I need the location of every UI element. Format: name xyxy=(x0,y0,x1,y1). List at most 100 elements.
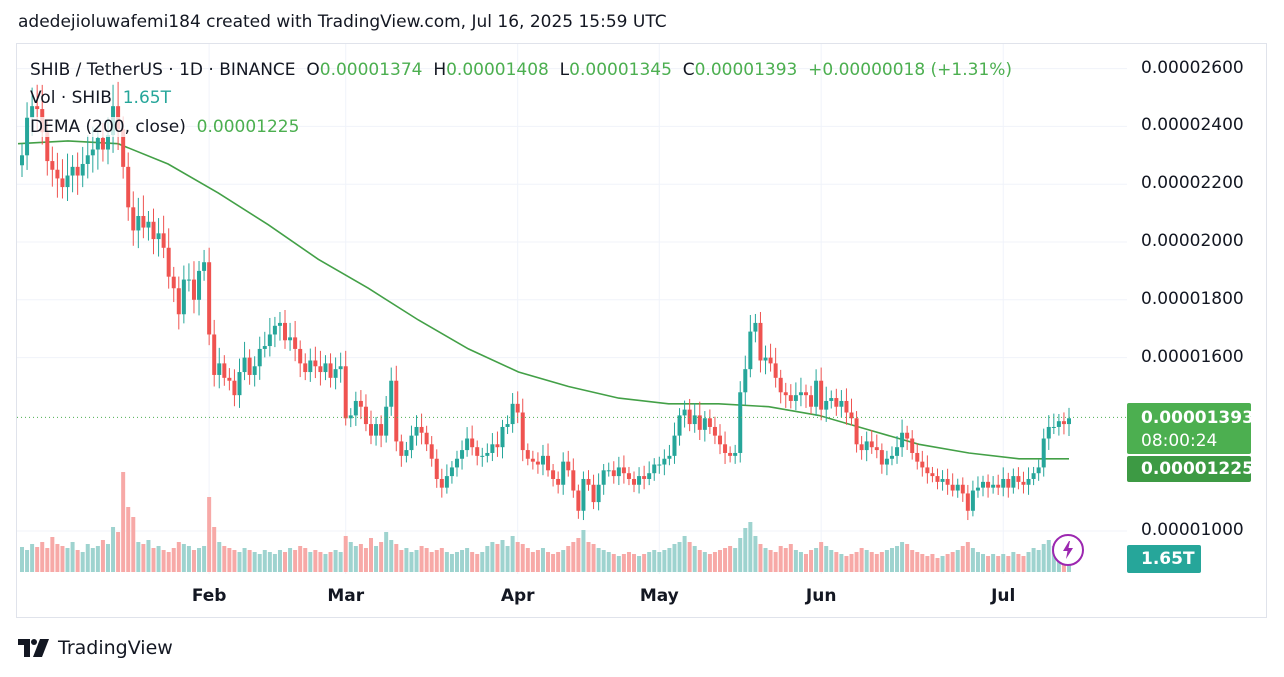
candle-body xyxy=(1067,418,1071,425)
candle-body xyxy=(1056,421,1061,427)
volume-bar xyxy=(520,544,525,572)
volume-bar xyxy=(449,554,454,572)
volume-bar xyxy=(363,548,368,572)
candle-body xyxy=(642,476,647,479)
volume-bar xyxy=(267,552,272,572)
candle-body xyxy=(267,334,272,347)
candle-body xyxy=(252,366,257,375)
candle-body xyxy=(444,476,449,488)
y-tick-label: 0.00002400 xyxy=(1141,115,1244,136)
volume-bar xyxy=(505,546,510,572)
candle-body xyxy=(733,452,738,456)
bar-countdown: 08:00:24 xyxy=(1141,431,1218,451)
volume-bar xyxy=(389,540,394,572)
dema-label[interactable]: DEMA (200, close) xyxy=(30,117,186,137)
volume-bar xyxy=(475,554,480,572)
candle-body xyxy=(1041,438,1046,468)
candle-body xyxy=(384,406,389,436)
candle-body xyxy=(454,458,459,468)
volume-bar xyxy=(318,552,323,572)
candle-body xyxy=(819,380,824,410)
candle-body xyxy=(323,363,328,373)
candle-body xyxy=(844,400,849,413)
lightning-bolt-icon[interactable] xyxy=(1052,534,1084,566)
volume-bar xyxy=(975,552,980,572)
candle-body xyxy=(212,334,217,375)
candle-body xyxy=(131,207,136,231)
volume-bar xyxy=(328,552,333,572)
candle-body xyxy=(1021,481,1026,485)
candle-body xyxy=(505,424,510,427)
candle-body xyxy=(166,247,171,277)
candle-body xyxy=(975,487,980,491)
volume-bar xyxy=(753,536,758,572)
volume-bar xyxy=(783,548,788,572)
y-tick-label: 0.00001000 xyxy=(1141,520,1244,540)
volume-bar xyxy=(353,546,358,572)
symbol-title[interactable]: SHIB / TetherUS · 1D · BINANCE xyxy=(30,60,296,80)
candle-body xyxy=(591,484,596,503)
candle-body xyxy=(687,409,692,425)
volume-bar xyxy=(970,548,975,572)
volume-bar xyxy=(1041,544,1046,572)
volume-label[interactable]: Vol · SHIB xyxy=(30,88,112,108)
candle-body xyxy=(30,106,35,118)
volume-bar xyxy=(626,552,631,572)
volume-bar xyxy=(723,548,728,572)
volume-bar xyxy=(429,552,434,572)
volume-bar xyxy=(621,554,626,572)
volume-bar xyxy=(105,544,110,572)
candle-body xyxy=(884,458,889,465)
x-tick-label: May xyxy=(639,586,679,606)
volume-bar xyxy=(859,548,864,572)
candle-body xyxy=(662,458,667,465)
volume-bar xyxy=(227,548,232,572)
volume-bar xyxy=(879,552,884,572)
candle-body xyxy=(829,398,834,401)
candle-body xyxy=(667,455,672,459)
y-tick-label: 0.00002200 xyxy=(1141,173,1244,194)
candle-body xyxy=(571,470,576,491)
candle-body xyxy=(222,363,227,378)
volume-bar xyxy=(910,550,915,572)
chart-frame xyxy=(16,43,1267,618)
candle-body xyxy=(399,441,404,456)
volume-bar xyxy=(672,544,677,572)
candle-body xyxy=(283,322,288,341)
volume-bar xyxy=(379,542,384,572)
candle-body xyxy=(65,175,70,188)
volume-tag: 1.65T xyxy=(1127,545,1201,573)
volume-bar xyxy=(485,546,490,572)
candle-body xyxy=(849,412,854,419)
candle-body xyxy=(970,490,975,511)
high-label: H xyxy=(433,60,447,80)
candle-body xyxy=(965,493,970,511)
close-label: C xyxy=(682,60,695,80)
candle-body xyxy=(227,377,232,381)
volume-bar xyxy=(197,548,202,572)
volume-bar xyxy=(925,556,930,572)
volume-bar xyxy=(1046,540,1051,572)
volume-bar xyxy=(586,542,591,572)
tradingview-logo-icon xyxy=(18,639,49,657)
candle-body xyxy=(449,467,454,477)
volume-bar xyxy=(758,544,763,572)
volume-bar xyxy=(1001,554,1006,572)
volume-bar xyxy=(242,548,247,572)
volume-bar xyxy=(642,554,647,572)
candle-body xyxy=(409,435,414,451)
candle-body xyxy=(546,455,551,471)
candle-body xyxy=(677,415,682,436)
volume-bar xyxy=(829,550,834,572)
tradingview-logo[interactable]: TradingView xyxy=(18,637,173,659)
candle-body xyxy=(1051,426,1056,428)
volume-bar xyxy=(404,548,409,572)
volume-bar xyxy=(394,544,399,572)
volume-bar xyxy=(176,542,181,572)
volume-bar xyxy=(809,550,814,572)
candle-body xyxy=(803,392,808,396)
volume-bar xyxy=(100,540,105,572)
candle-body xyxy=(657,464,662,466)
volume-bar xyxy=(65,548,70,572)
